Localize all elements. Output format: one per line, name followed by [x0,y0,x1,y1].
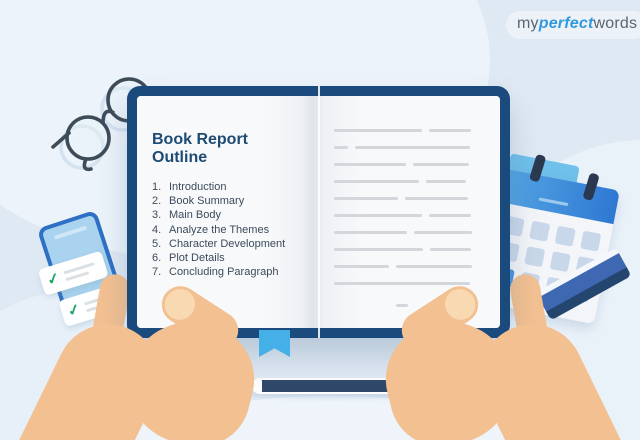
text-line [333,231,407,234]
outline-item: 5. Character Development [152,237,303,251]
text-line-row [333,282,485,285]
outline-item-number: 3. [152,209,162,222]
outline-item: 7. Concluding Paragraph [152,265,303,279]
text-line [428,214,471,217]
text-line-row [333,248,485,251]
outline-item-number: 1. [152,181,162,193]
text-line [412,163,469,166]
text-line [333,248,423,251]
text-line [333,282,470,285]
outline-item: 4. Analyze the Themes [152,223,303,237]
text-line-row [333,146,485,149]
outline-item-number: 2. [152,195,162,208]
text-line-row [333,265,485,268]
outline-item: 1. Introduction [152,180,303,194]
text-line [354,146,470,149]
outline-item-number: 6. [152,252,162,265]
outline-item-number: 4. [152,223,162,236]
page-title: Book Report Outline [152,131,248,166]
checkmark-icon: ✓ [65,300,83,321]
outline-item-label: Analyze the Themes [169,223,270,236]
text-line [333,146,348,149]
text-line [404,197,468,200]
outline-item-label: Main Body [169,209,221,222]
book-spine [317,86,320,338]
text-line-row [333,231,485,234]
brand-logo: myperfectwords [506,11,640,39]
text-line [428,129,471,132]
text-line [425,180,466,183]
bookmark-icon [259,330,290,357]
outline-item: 3. Main Body [152,208,303,222]
text-line [333,197,398,200]
text-line [429,248,471,251]
outline-item-label: Plot Details [169,252,225,265]
logo-text-my: my [517,15,539,32]
text-line [333,214,422,217]
text-line [333,180,419,183]
outline-item-label: Introduction [169,181,227,193]
checkmark-icon: ✓ [44,269,62,290]
outline-item-number: 5. [152,237,162,250]
text-line [333,129,422,132]
text-line-row [333,163,485,166]
outline-item-label: Concluding Paragraph [169,266,279,279]
text-line-row [333,197,485,200]
outline-item: 6. Plot Details [152,251,303,265]
text-line [333,163,406,166]
text-line [395,265,472,268]
text-line-row [333,180,485,183]
text-line [413,231,472,234]
logo-text-perfect: perfect [538,15,594,32]
text-line-row [333,214,485,217]
outline-list: 1. Introduction 2. Book Summary 3. Main Body 4… [152,180,303,279]
outline-item: 2. Book Summary [152,194,303,208]
text-line-row [333,129,485,132]
placeholder-text-block [333,129,485,285]
outline-item-label: Book Summary [169,195,245,208]
outline-item-label: Character Development [169,237,286,250]
page-footer-mark [396,304,409,307]
outline-item-number: 7. [152,266,162,279]
text-line [333,265,389,268]
book-left-page: Book Report Outline 1. Introduction 2. Book… [137,96,313,328]
logo-text-words: words [593,15,638,32]
